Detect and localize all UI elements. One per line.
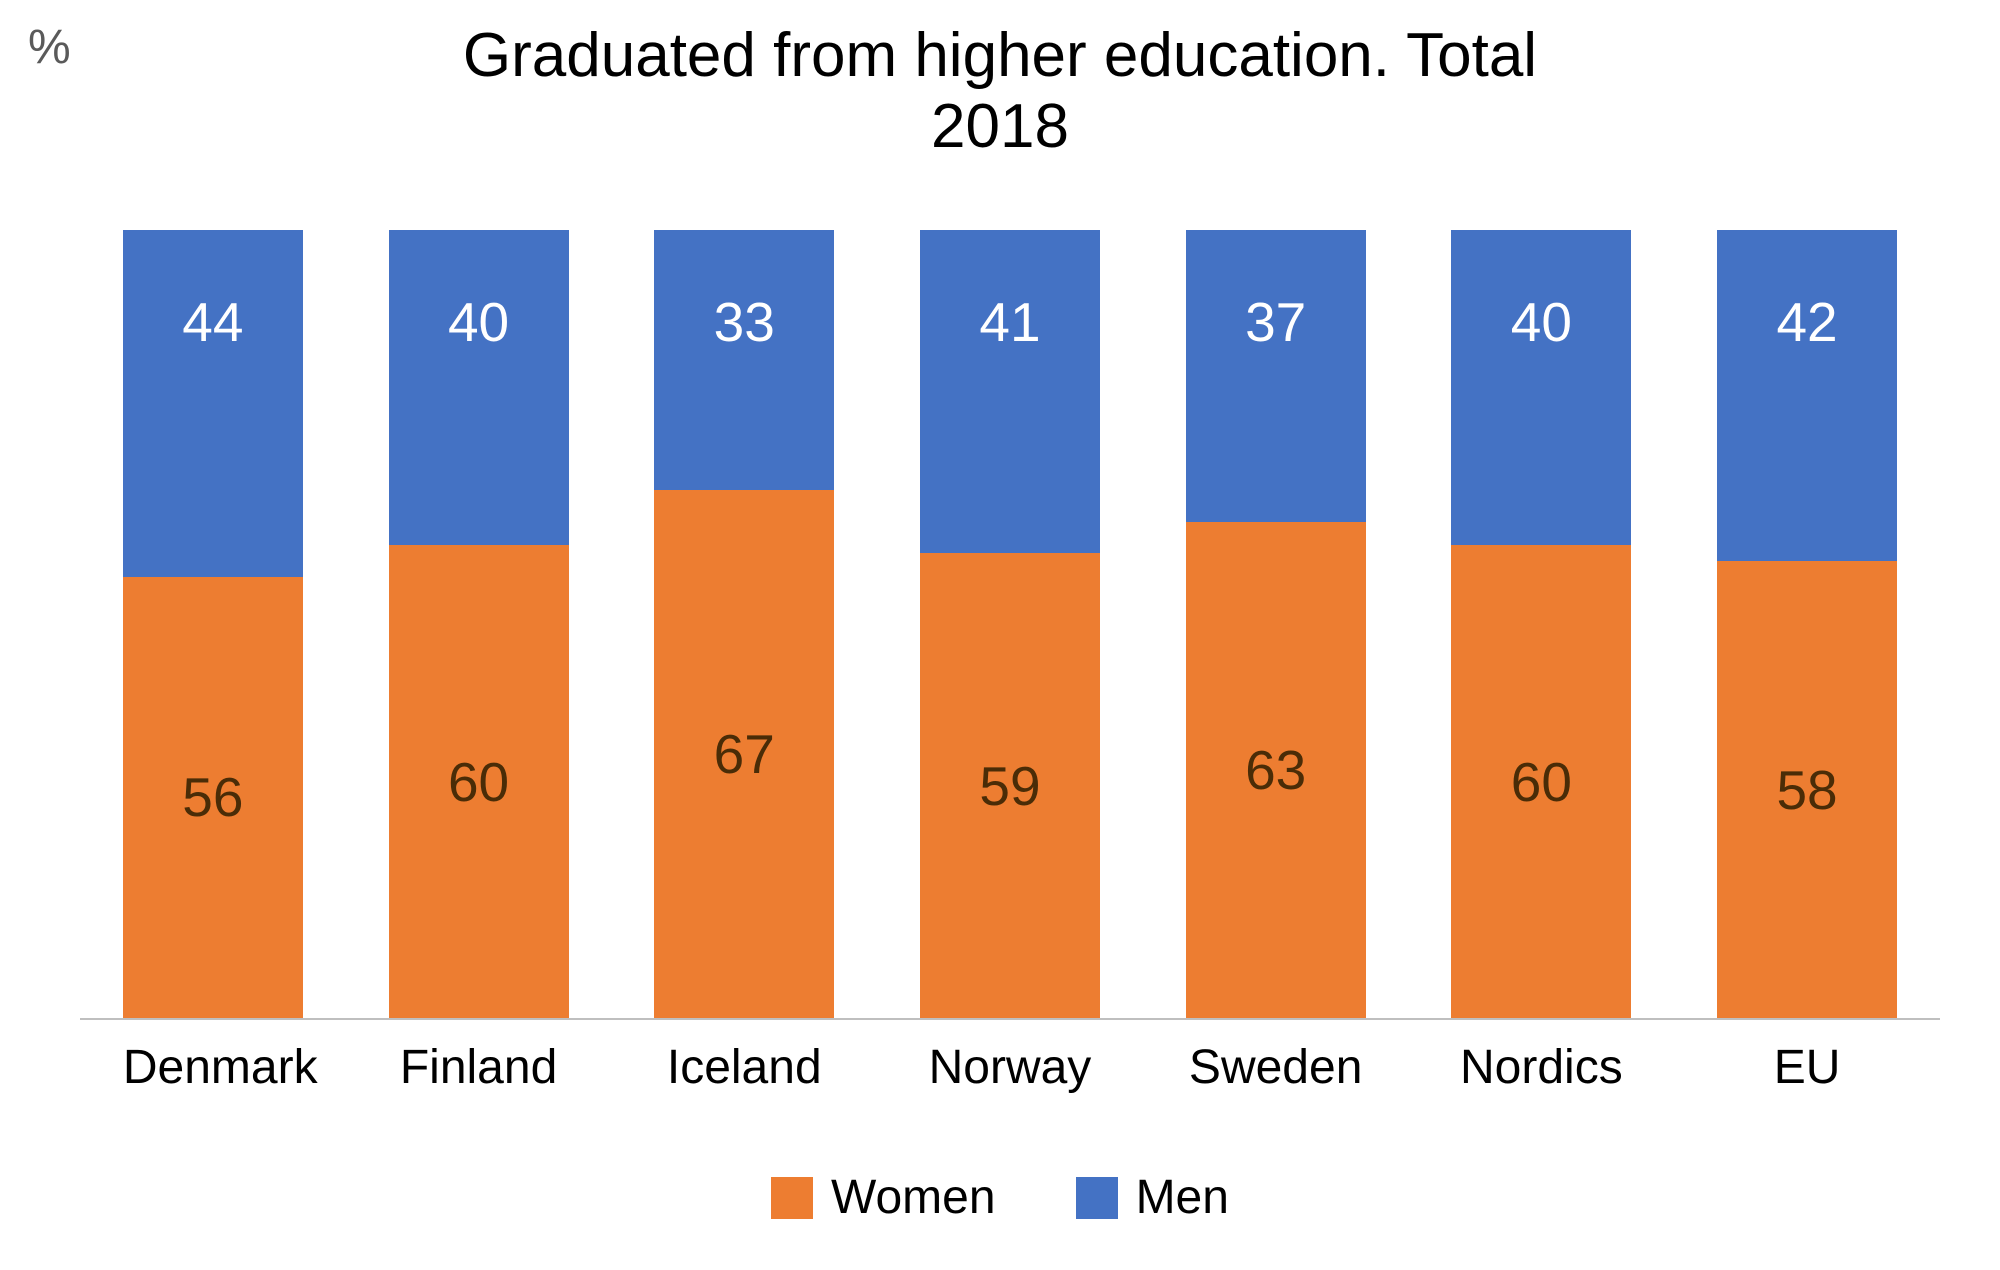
chart-container: % Graduated from higher education. Total… — [0, 0, 2000, 1270]
bar-segment-men: 37 — [1186, 230, 1366, 522]
bar: 4060 — [389, 230, 569, 1018]
category-label: Finland — [389, 1040, 569, 1095]
category-label: Sweden — [1186, 1040, 1366, 1095]
bar-segment-women: 63 — [1186, 522, 1366, 1018]
bar: 4159 — [920, 230, 1100, 1018]
bar-segment-men: 42 — [1717, 230, 1897, 561]
bar: 3763 — [1186, 230, 1366, 1018]
plot-area: 4456406033674159376340604258 — [80, 230, 1940, 1020]
legend-label: Women — [831, 1170, 996, 1225]
bar: 3367 — [654, 230, 834, 1018]
legend-item: Women — [771, 1170, 996, 1225]
bar-segment-women: 59 — [920, 553, 1100, 1018]
chart-title-line2: 2018 — [931, 92, 1069, 161]
category-label: EU — [1717, 1040, 1897, 1095]
legend: Women Men — [0, 1170, 2000, 1225]
category-label: Nordics — [1451, 1040, 1631, 1095]
bar-segment-women: 67 — [654, 490, 834, 1018]
legend-item: Men — [1076, 1170, 1229, 1225]
bar-segment-men: 41 — [920, 230, 1100, 553]
category-labels-row: Denmark Finland Iceland Norway Sweden Nordics… — [80, 1040, 1940, 1095]
bar: 4258 — [1717, 230, 1897, 1018]
chart-title: Graduated from higher education. Total 2… — [0, 20, 2000, 163]
bar-segment-men: 40 — [389, 230, 569, 545]
category-label: Norway — [920, 1040, 1100, 1095]
bar-segment-women: 58 — [1717, 561, 1897, 1018]
legend-swatch — [771, 1177, 813, 1219]
bar-segment-women: 56 — [123, 577, 303, 1018]
bar-segment-men: 44 — [123, 230, 303, 577]
bar-segment-women: 60 — [389, 545, 569, 1018]
bar: 4060 — [1451, 230, 1631, 1018]
bar: 4456 — [123, 230, 303, 1018]
category-label: Iceland — [654, 1040, 834, 1095]
bar-segment-women: 60 — [1451, 545, 1631, 1018]
legend-label: Men — [1136, 1170, 1229, 1225]
bars-row: 4456406033674159376340604258 — [80, 230, 1940, 1018]
bar-segment-men: 33 — [654, 230, 834, 490]
legend-swatch — [1076, 1177, 1118, 1219]
bar-segment-men: 40 — [1451, 230, 1631, 545]
chart-title-line1: Graduated from higher education. Total — [463, 21, 1537, 90]
category-label: Denmark — [123, 1040, 303, 1095]
